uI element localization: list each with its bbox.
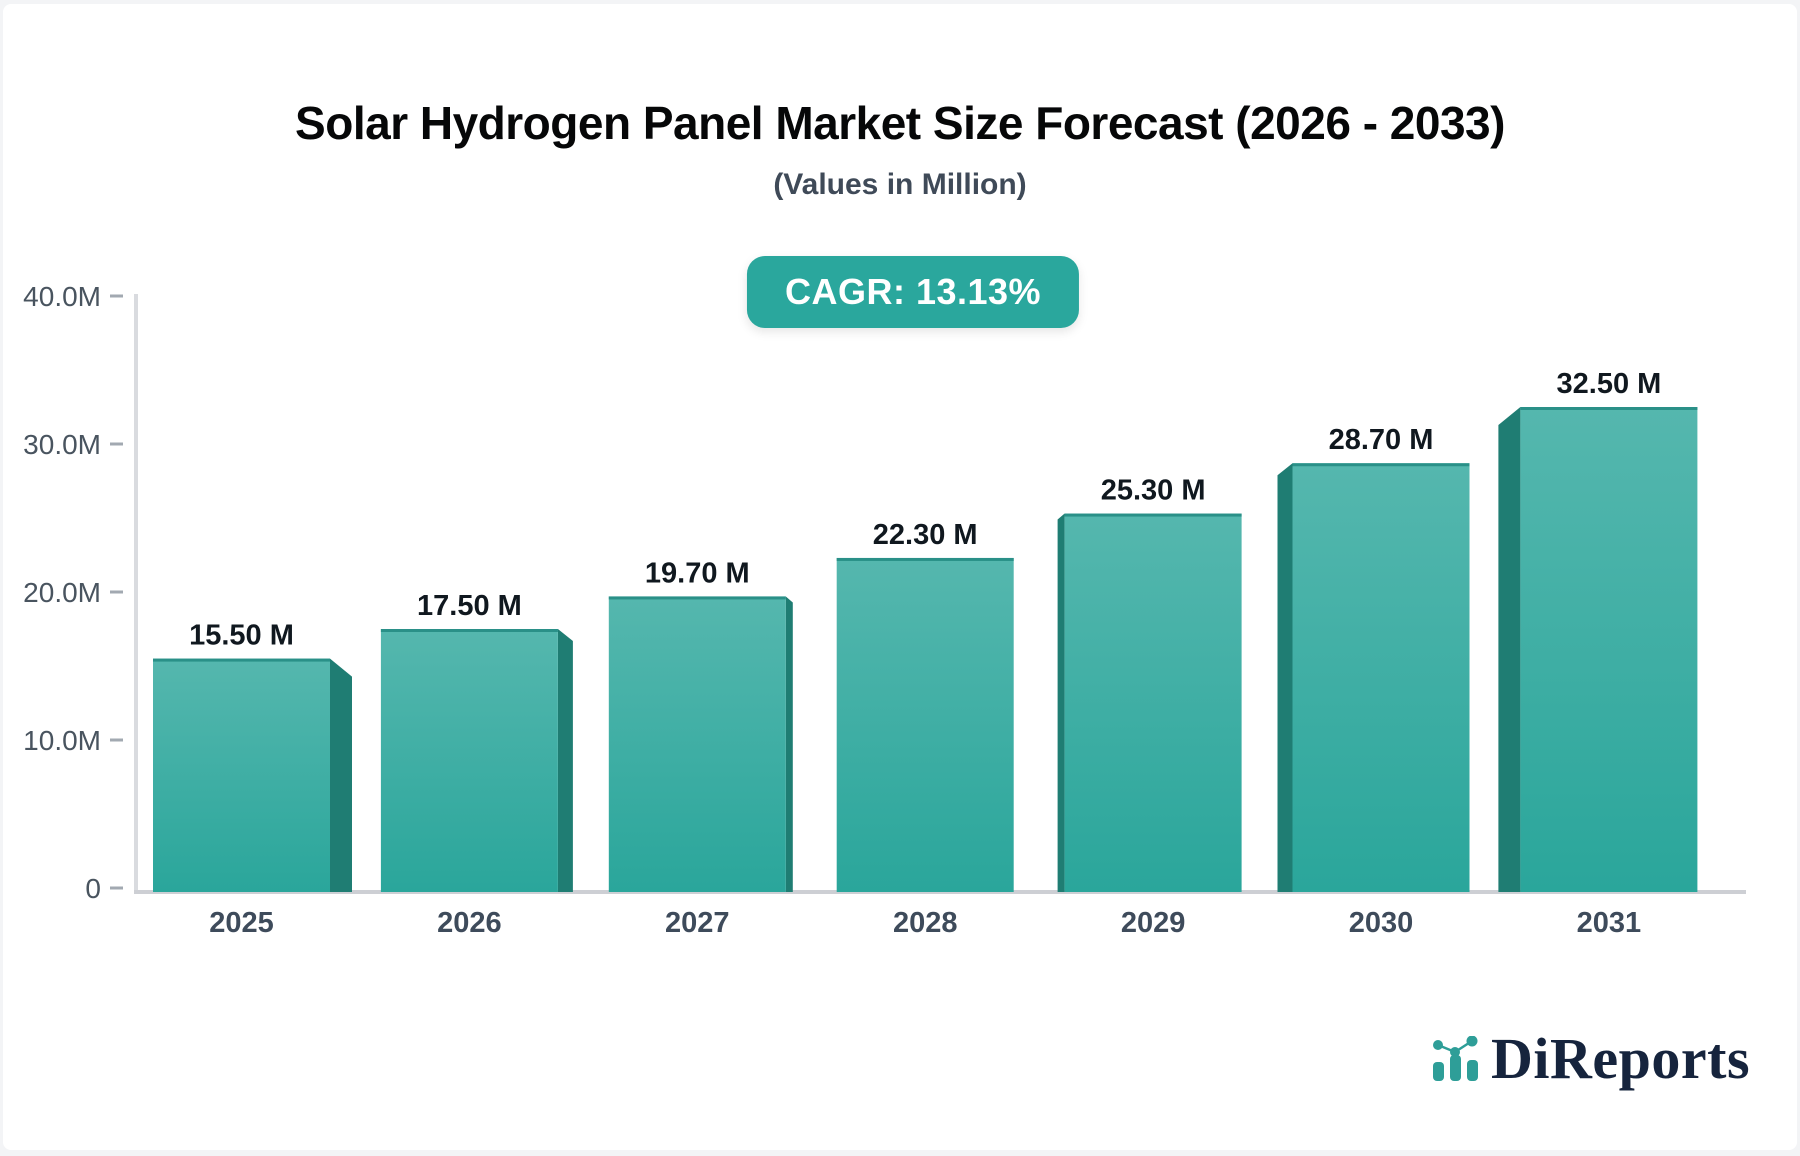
bar-top-edge-2030 (1292, 463, 1470, 467)
chart-title: Solar Hydrogen Panel Market Size Forecas… (295, 97, 1505, 149)
bar-top-edge-2025 (153, 658, 330, 662)
cagr-badge-label: CAGR: 13.13% (784, 271, 1042, 312)
x-axis-label-2025: 2025 (209, 907, 274, 939)
y-axis-label: 30.0M (23, 429, 101, 460)
bar-side-face-2029 (1057, 513, 1065, 892)
bar-2030 (1292, 463, 1470, 892)
y-axis-line (134, 294, 138, 894)
bar-side-face-2031 (1498, 407, 1521, 892)
y-axis-tick (110, 590, 123, 594)
y-axis-label: 0 (85, 873, 101, 904)
bar-value-label-2029: 25.30 M (1101, 475, 1206, 507)
bar-2028 (836, 557, 1014, 892)
direports-logo-text: DiReports (1491, 1026, 1751, 1091)
direports-logo-icon (1433, 1036, 1478, 1081)
x-axis-label-2030: 2030 (1349, 907, 1414, 939)
chart-subtitle: (Values in Million) (773, 168, 1027, 201)
chart-card: Solar Hydrogen Panel Market Size Forecas… (3, 4, 1797, 1150)
x-axis-label-2026: 2026 (437, 907, 502, 939)
bar-2026 (380, 629, 558, 892)
bar-side-face-2026 (557, 629, 573, 892)
y-axis-tick (110, 886, 123, 890)
bar-top-edge-2026 (380, 629, 558, 632)
x-axis-label-2027: 2027 (665, 907, 730, 939)
bar-2029 (1064, 513, 1242, 892)
x-axis-label-2031: 2031 (1577, 907, 1642, 939)
x-axis-label-2028: 2028 (893, 907, 958, 939)
bar-value-label-2028: 22.30 M (873, 519, 978, 551)
bar-top-edge-2029 (1064, 513, 1242, 517)
bar-side-face-2027 (785, 596, 793, 892)
bar-value-label-2027: 19.70 M (645, 557, 750, 589)
bar-side-face-2025 (330, 658, 352, 892)
bar-2027 (608, 596, 786, 892)
bar-value-label-2031: 32.50 M (1557, 368, 1662, 400)
direports-logo: DiReports (1431, 1030, 1750, 1088)
y-axis-tick (110, 442, 123, 446)
y-axis-label: 20.0M (23, 577, 101, 608)
bar-value-label-2026: 17.50 M (417, 590, 522, 622)
bar-chart: 40.0M 30.0M 20.0M 10.0M 0 15.50 M 2025 17.50 M 2… (23, 281, 1746, 939)
bar-2031 (1520, 407, 1698, 892)
bar-top-edge-2031 (1520, 407, 1698, 410)
y-axis-tick (110, 294, 123, 298)
y-axis-label: 40.0M (23, 281, 101, 312)
bar-side-face-2030 (1277, 463, 1293, 892)
y-axis-tick (110, 738, 123, 742)
cagr-badge: CAGR: 13.13% (746, 256, 1080, 328)
bar-value-label-2025: 15.50 M (189, 620, 294, 652)
bar-top-edge-2028 (836, 557, 1014, 561)
y-axis-label: 10.0M (23, 725, 101, 756)
x-axis-label-2029: 2029 (1121, 907, 1186, 939)
bar-2025 (153, 658, 330, 892)
bar-top-edge-2027 (608, 596, 786, 600)
bar-value-label-2030: 28.70 M (1329, 424, 1434, 456)
